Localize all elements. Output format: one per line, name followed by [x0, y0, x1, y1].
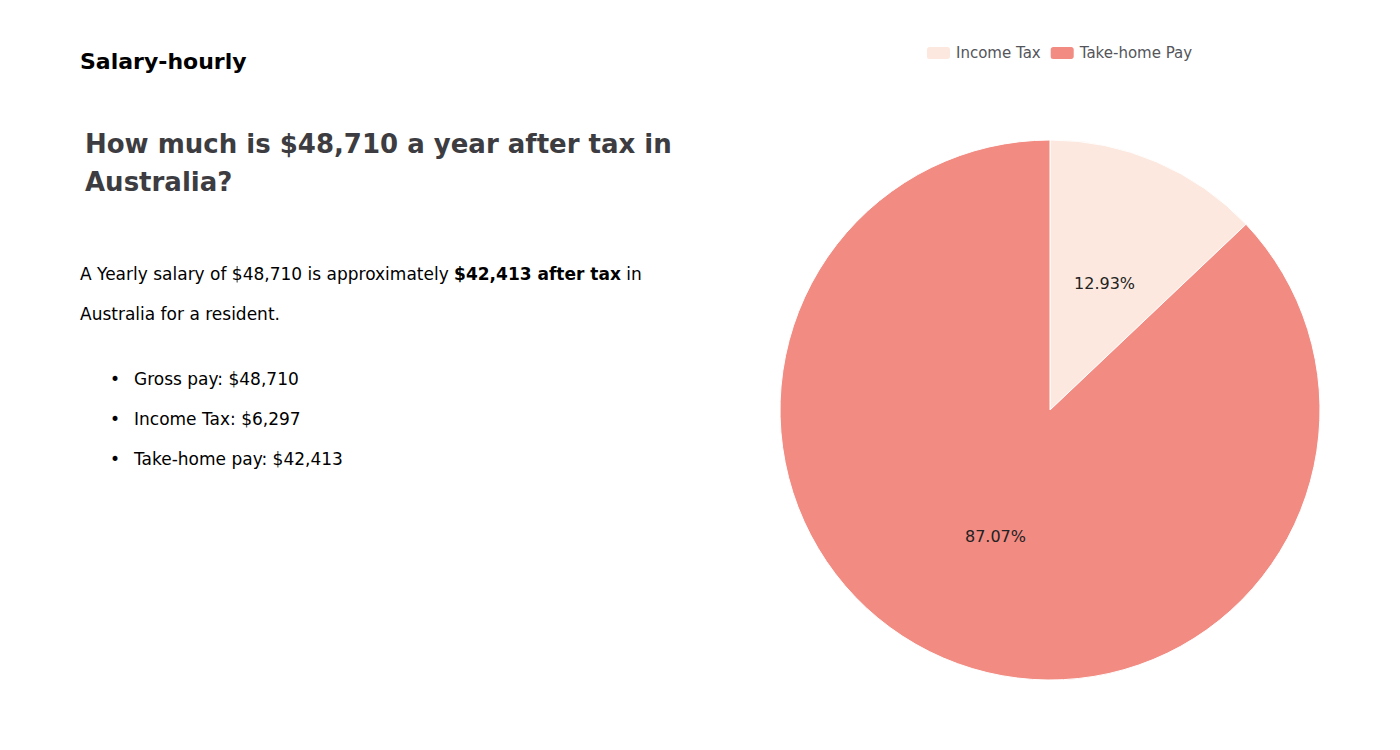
- svg-text:•: •: [110, 409, 120, 429]
- svg-text:alary-hourly: alary-hourly: [96, 49, 247, 74]
- svg-text:12.93%: 12.93%: [1074, 274, 1135, 293]
- svg-text:•: •: [110, 369, 120, 389]
- svg-text:Income Tax: Income Tax: [956, 44, 1041, 62]
- svg-text:Take-home pay: $42,413: Take-home pay: $42,413: [133, 449, 343, 469]
- svg-text:Take-home Pay: Take-home Pay: [1079, 44, 1193, 62]
- svg-text:A Yearly salary of $48,710 is: A Yearly salary of $48,710 is approximat…: [80, 264, 454, 284]
- svg-text:•: •: [110, 449, 120, 469]
- svg-text:in: in: [621, 264, 642, 284]
- svg-text:87.07%: 87.07%: [965, 527, 1026, 546]
- svg-text:How much is $48,710 a year aft: How much is $48,710 a year after tax in: [85, 129, 672, 159]
- svg-text:Income Tax: $6,297: Income Tax: $6,297: [134, 409, 301, 429]
- svg-text:Australia for a resident.: Australia for a resident.: [80, 304, 280, 324]
- svg-text:$42,413 after tax: $42,413 after tax: [454, 264, 621, 284]
- svg-text:Australia?: Australia?: [85, 167, 232, 197]
- svg-text:Gross pay: $48,710: Gross pay: $48,710: [134, 369, 299, 389]
- svg-text:S: S: [80, 49, 96, 74]
